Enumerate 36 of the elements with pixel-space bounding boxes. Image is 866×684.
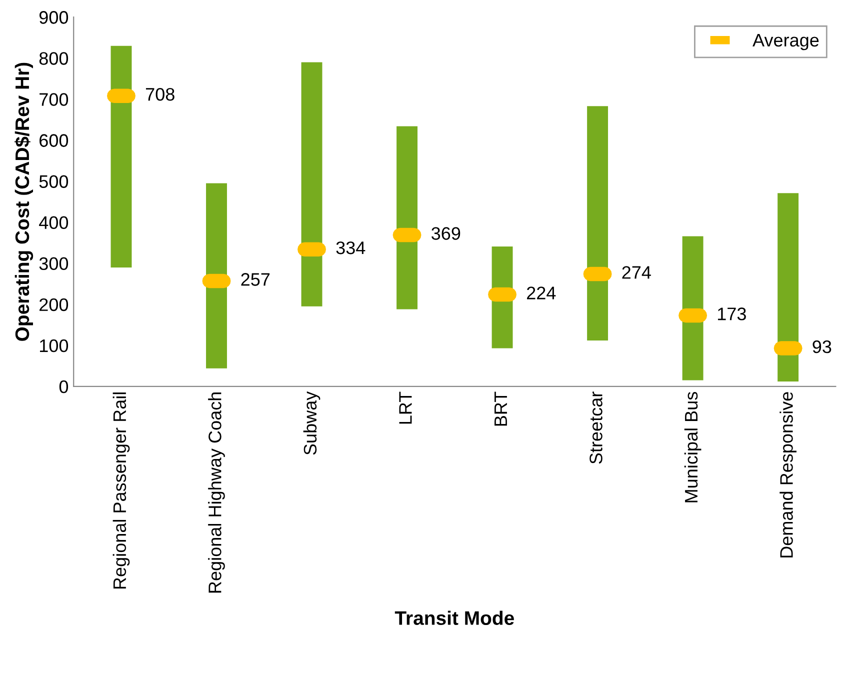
y-tick-label: 800 — [39, 52, 68, 65]
data-label: 274 — [622, 266, 651, 279]
bar — [206, 183, 227, 368]
data-label: 708 — [146, 88, 174, 101]
x-tick-label: Streetcar — [590, 392, 602, 464]
y-tick-label: 0 — [59, 380, 68, 394]
bar — [778, 193, 799, 382]
x-tick-label: Demand Responsive — [780, 392, 796, 558]
y-tick-label: 700 — [40, 93, 68, 106]
y-tick-label: 400 — [39, 216, 68, 230]
data-label: 369 — [432, 227, 460, 240]
bar — [682, 236, 704, 380]
y-tick-label: 600 — [40, 134, 68, 147]
legend-label: Average — [752, 34, 819, 50]
data-label: 334 — [336, 241, 366, 254]
data-label: 173 — [718, 308, 746, 320]
data-label: 257 — [241, 273, 270, 286]
x-tick-label: LRT — [399, 392, 412, 424]
y-tick-label: 500 — [39, 175, 68, 188]
y-axis-title: Operating Cost (CAD$/Rev Hr) — [14, 62, 34, 341]
x-axis-title: Transit Mode — [394, 610, 514, 625]
bar — [396, 126, 418, 310]
data-label: 224 — [527, 286, 556, 300]
x-tick-label: Subway — [303, 391, 320, 455]
bar — [110, 46, 132, 268]
y-tick-label: 300 — [39, 257, 68, 270]
y-tick-label: 100 — [40, 339, 68, 352]
x-tick-label: BRT — [494, 392, 507, 426]
y-tick-label: 200 — [40, 298, 68, 312]
bar — [587, 106, 608, 340]
x-tick-label: Municipal Bus — [684, 392, 702, 502]
x-tick-label: Regional Highway Coach — [208, 392, 225, 593]
bar — [301, 62, 322, 306]
data-label: 93 — [812, 340, 832, 354]
y-tick-label: 900 — [39, 11, 68, 24]
x-tick-label: Regional Passenger Rail — [112, 392, 130, 589]
